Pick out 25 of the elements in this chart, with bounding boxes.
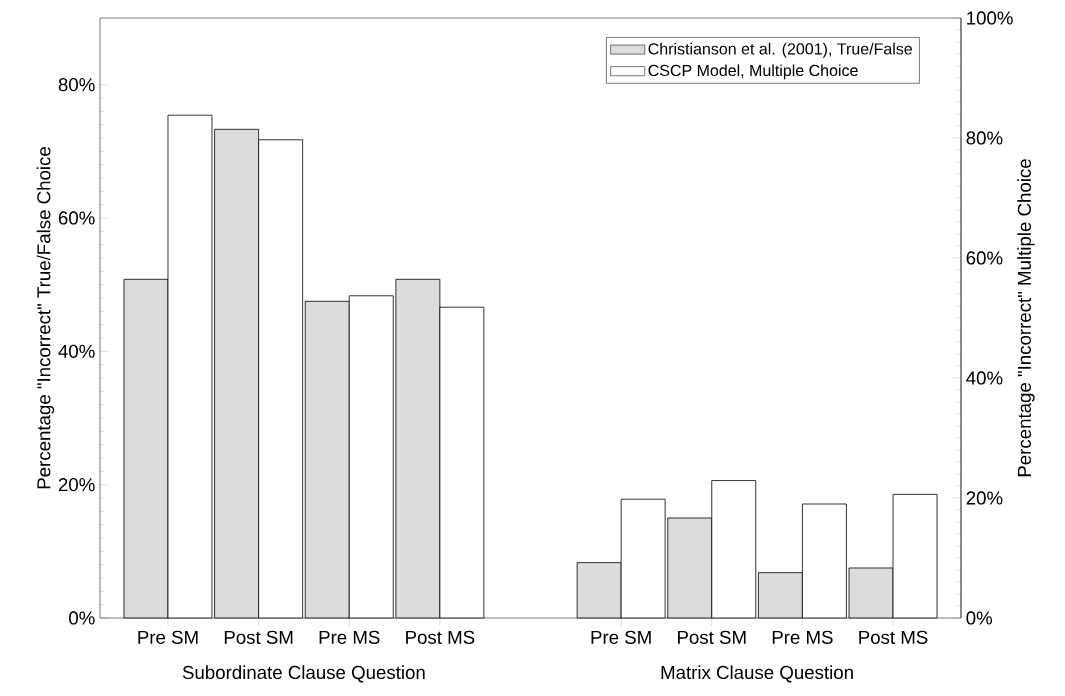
y-tick-label: 40% [58,344,95,358]
y-tick-label: 80% [58,78,95,92]
x-tick-label: Pre MS [772,630,833,644]
text: Matrix Clause Question [661,665,853,683]
y-tick-label: 0% [69,611,95,625]
x-tick-label: Post SM [224,630,293,644]
y2-tick-label: 100% [967,11,1013,25]
legend-label: CSCP Model, Multiple Choice [648,64,858,80]
y2-tick-label: 80% [966,131,1003,145]
x-tick-label: Post MS [406,630,475,644]
x-tick-label: Post SM [678,630,746,644]
x-tick-label: Pre MS [319,630,380,644]
y-tick-label: 20% [58,478,95,492]
text: Subordinate Clause Question [182,665,425,683]
y-tick-label: 60% [58,211,95,225]
y2-tick-label: 40% [966,371,1003,385]
y2-tick-label: 20% [966,491,1003,505]
y2-tick-label: 60% [966,251,1003,265]
x-tick-label: Post MS [859,630,928,644]
y-axis-title: Percentage "Incorrect" True/False Choice [36,147,55,489]
y2-axis-title: Percentage "Incorrect" Multiple Choice [1017,159,1035,477]
legend-label: Christianson et al. (2001), True/False [648,42,912,58]
x-tick-label: Pre SM [591,630,651,644]
x-tick-label: Pre SM [138,630,198,644]
y2-tick-label: 0% [966,611,993,625]
